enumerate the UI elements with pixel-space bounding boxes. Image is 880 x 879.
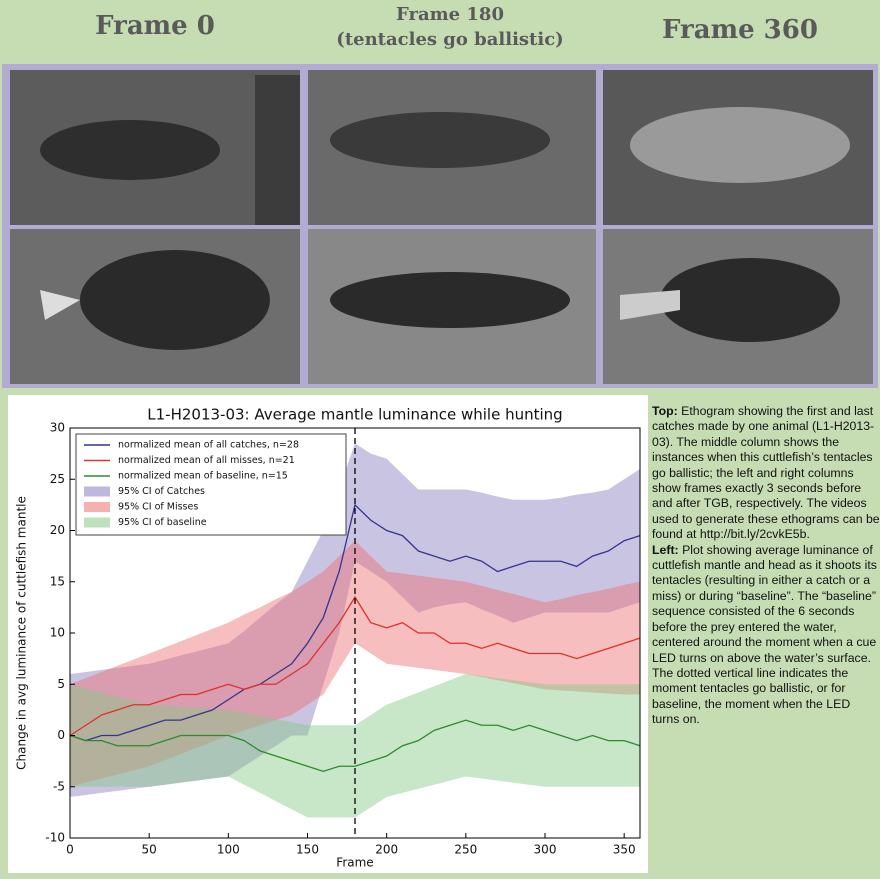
y-tick-label: -5 bbox=[53, 779, 65, 793]
frame-label: Frame 360 bbox=[662, 15, 818, 45]
caption-paragraph: Left: Plot showing average luminance of … bbox=[652, 543, 880, 728]
photo bbox=[308, 70, 596, 384]
x-axis-label: Frame bbox=[336, 856, 373, 870]
y-tick-label: 0 bbox=[57, 728, 65, 742]
caption-text: Ethogram showing the first and last catc… bbox=[652, 404, 880, 542]
y-axis-label: Change in avg luminance of cuttlefish ma… bbox=[15, 496, 29, 770]
legend-label: normalized mean of all catches, n=28 bbox=[118, 440, 299, 451]
line bbox=[69, 595, 641, 737]
y-tick-label: 10 bbox=[50, 626, 65, 640]
legend-label: normalized mean of baseline, n=15 bbox=[118, 471, 288, 482]
y-tick-label: 15 bbox=[50, 574, 65, 588]
ethogram: Frame 0 Frame 180 (tentacles go ballisti… bbox=[2, 4, 878, 388]
frame-label: Frame 0 bbox=[95, 11, 215, 41]
legend-swatch bbox=[84, 486, 110, 497]
line bbox=[69, 719, 641, 773]
y-tick-label: -10 bbox=[45, 831, 65, 845]
y-tick-label: 30 bbox=[50, 421, 65, 435]
caption-paragraph: Top: Ethogram showing the first and last… bbox=[652, 404, 880, 543]
y-tick-label: 25 bbox=[50, 472, 65, 486]
frame-label: Frame 180 bbox=[396, 4, 504, 25]
caption: Top: Ethogram showing the first and last… bbox=[652, 404, 880, 728]
caption-label: Top: bbox=[652, 404, 678, 418]
x-tick-label: 250 bbox=[454, 843, 477, 857]
ci-band bbox=[70, 540, 640, 787]
legend-box bbox=[75, 433, 347, 536]
photo bbox=[10, 70, 300, 384]
y-tick-label: 20 bbox=[50, 523, 65, 537]
legend-swatch bbox=[84, 517, 110, 528]
caption-text: Plot showing average luminance of cuttle… bbox=[652, 542, 877, 727]
ci-band bbox=[70, 443, 640, 797]
legend-swatch bbox=[84, 502, 110, 512]
photo bbox=[603, 70, 873, 384]
x-tick-label: 0 bbox=[66, 843, 74, 857]
chart-title: L1-H2013-03: Average mantle luminance wh… bbox=[147, 406, 562, 424]
legend-label: normalized mean of all misses, n=21 bbox=[118, 455, 295, 466]
legend-label: 95% CI of Catches bbox=[118, 486, 205, 497]
line bbox=[69, 503, 641, 742]
legend: normalized mean of all catches, n=28 norm… bbox=[75, 433, 347, 536]
chart: L1-H2013-03: Average mantle luminance wh… bbox=[8, 395, 648, 873]
y-tick-label: 5 bbox=[57, 677, 65, 691]
caption-label: Left: bbox=[652, 542, 679, 557]
x-tick-label: 50 bbox=[142, 843, 157, 857]
x-tick-label: 350 bbox=[613, 843, 636, 857]
x-tick-label: 150 bbox=[296, 843, 319, 857]
x-tick-label: 100 bbox=[217, 843, 240, 857]
legend-label: 95% CI of Misses bbox=[118, 502, 198, 513]
x-tick-label: 300 bbox=[534, 843, 557, 857]
legend-label: 95% CI of baseline bbox=[118, 517, 207, 528]
frame-label: (tentacles go ballistic) bbox=[336, 29, 563, 50]
x-tick-label: 200 bbox=[375, 843, 398, 857]
